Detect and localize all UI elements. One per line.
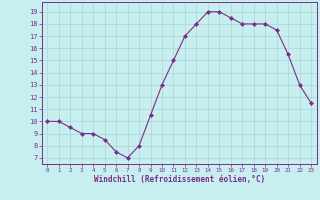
X-axis label: Windchill (Refroidissement éolien,°C): Windchill (Refroidissement éolien,°C)	[94, 175, 265, 184]
